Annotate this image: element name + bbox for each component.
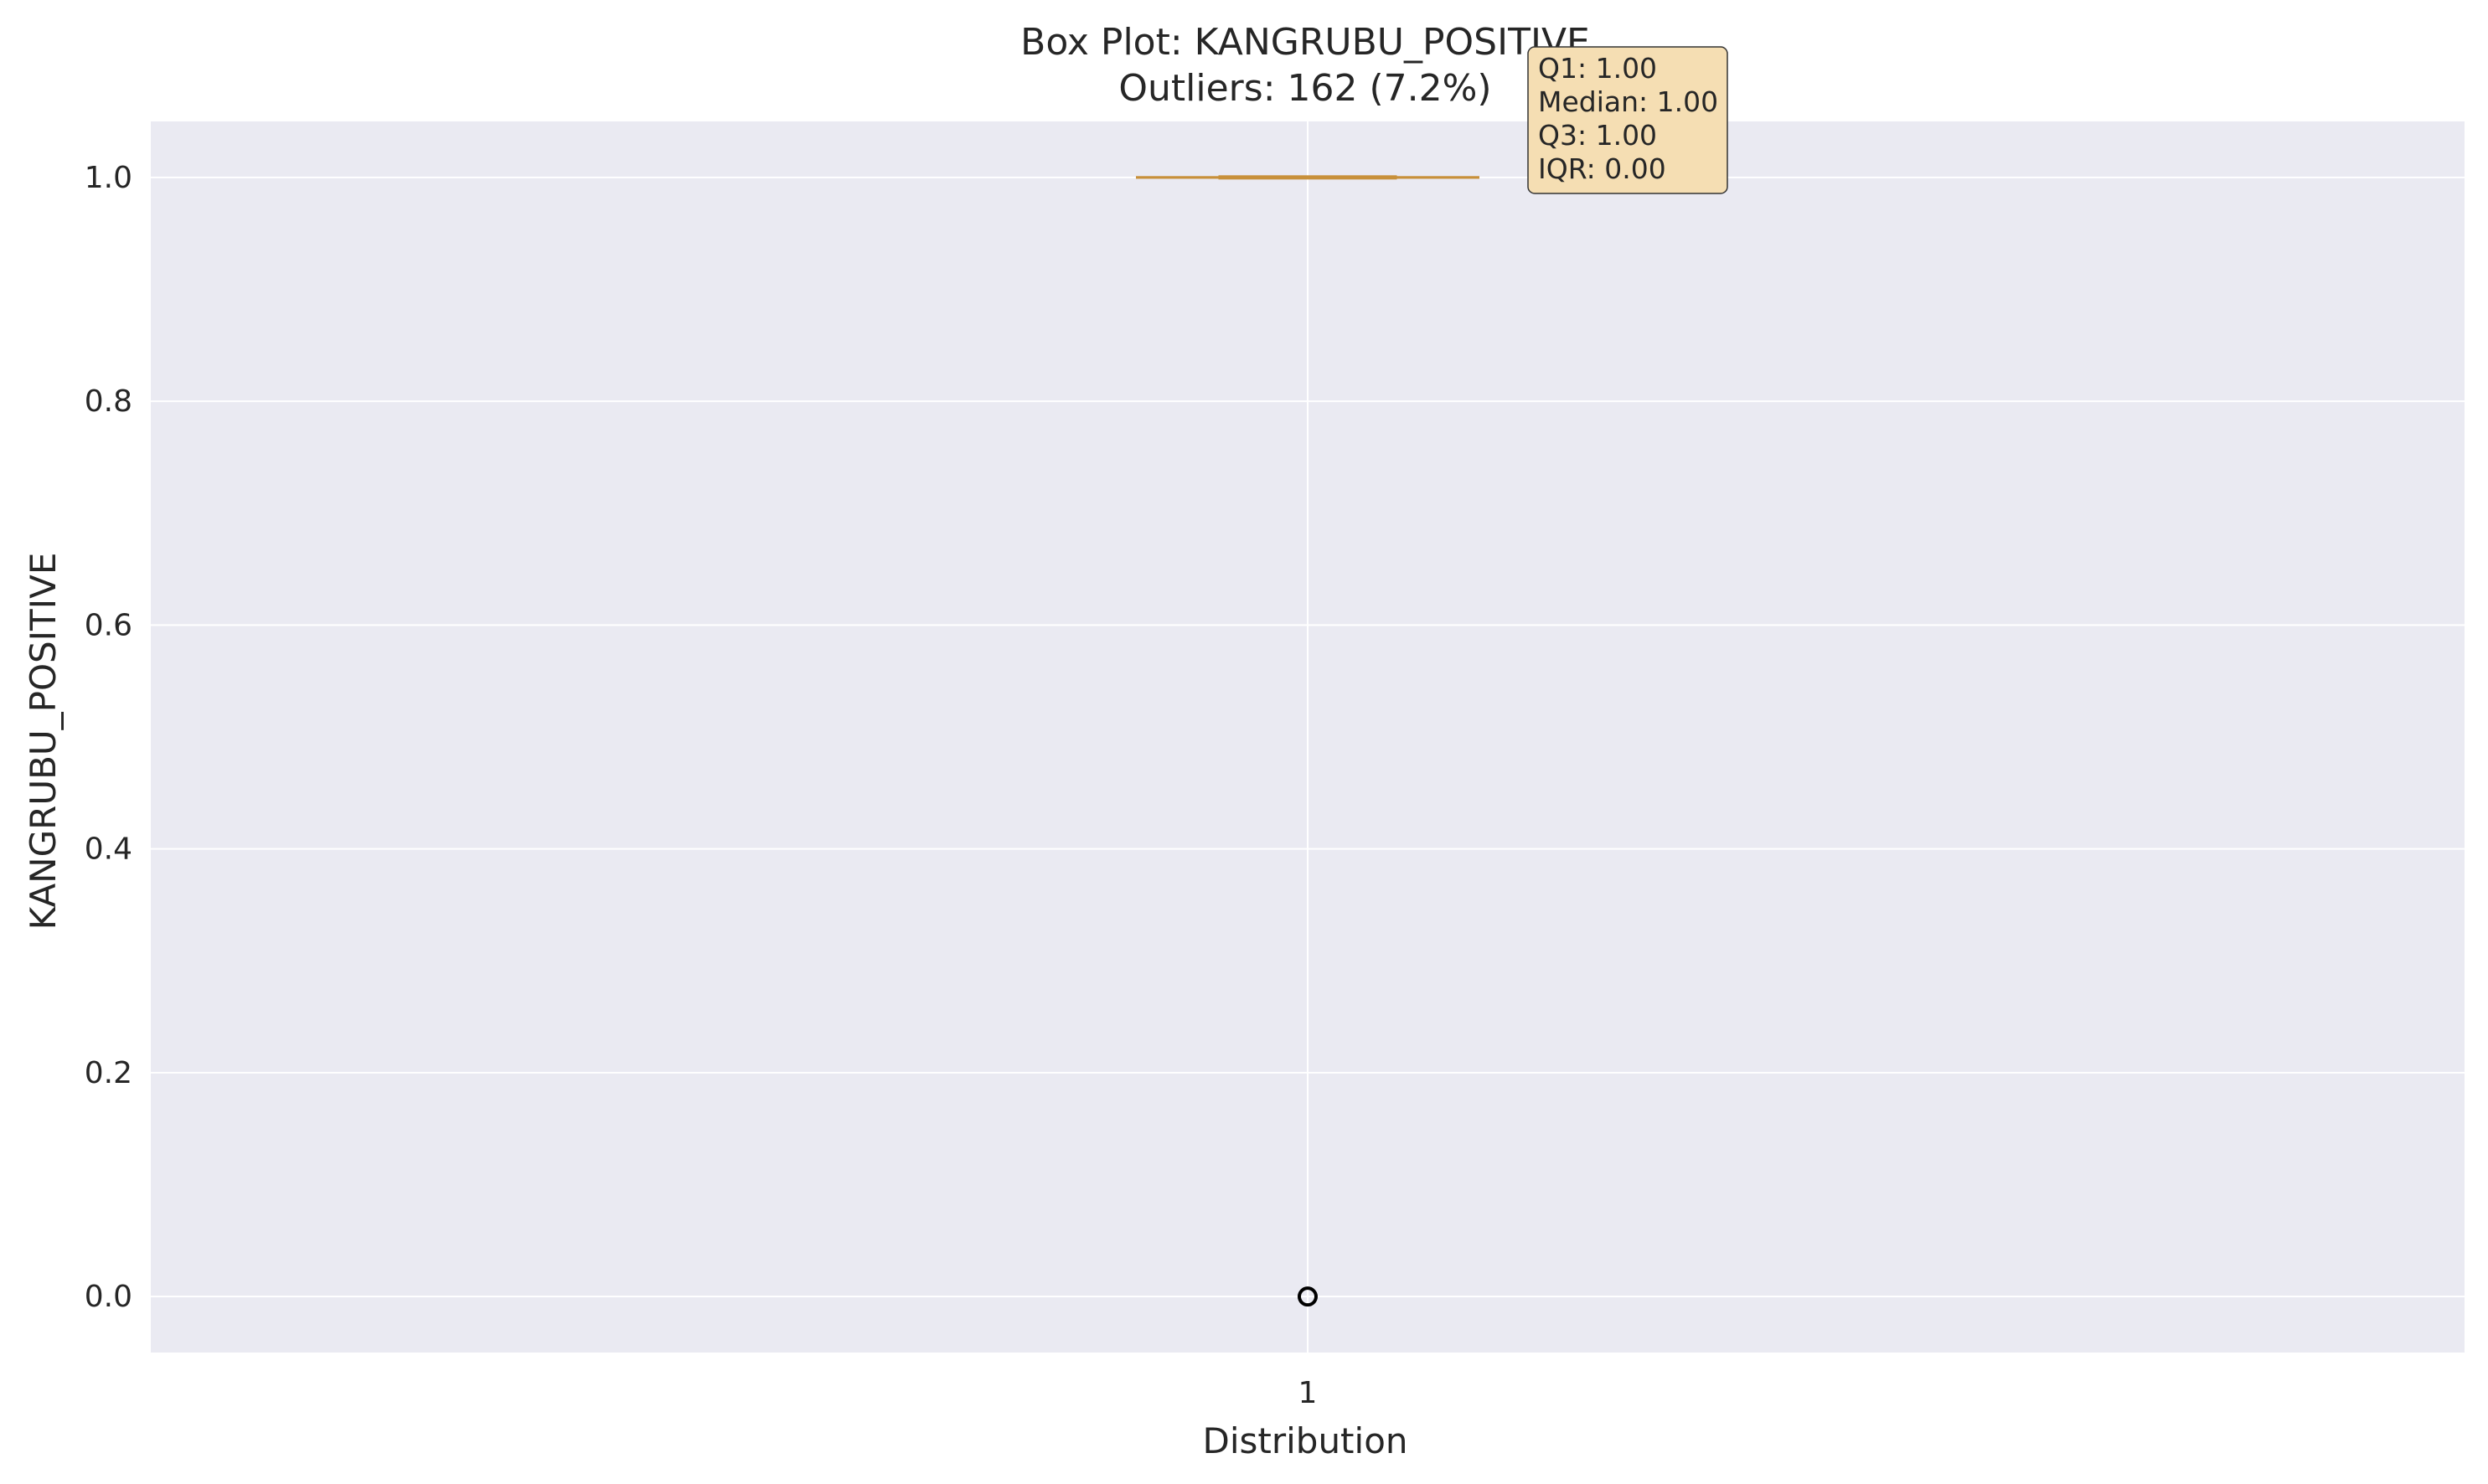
y-tick-label: 0.8 bbox=[85, 384, 132, 419]
stats-iqr: IQR: 0.00 bbox=[1538, 152, 1666, 185]
outlier-points bbox=[1298, 1286, 1318, 1307]
outlier-point bbox=[1298, 1286, 1318, 1307]
y-tick-label: 0.6 bbox=[85, 608, 132, 642]
stats-annotation-box bbox=[1527, 46, 1728, 194]
y-tick-label: 1.0 bbox=[85, 161, 132, 195]
x-tick-label: 1 bbox=[1298, 1376, 1318, 1410]
stats-q1: Q1: 1.00 bbox=[1538, 52, 1657, 85]
x-axis-ticks: 1 bbox=[1298, 1376, 1318, 1410]
stats-median: Median: 1.00 bbox=[1538, 85, 1718, 118]
y-tick-label: 0.0 bbox=[85, 1280, 132, 1314]
y-axis-ticks: 0.0 0.2 0.4 0.6 0.8 1.0 bbox=[85, 161, 132, 1314]
y-tick-label: 0.2 bbox=[85, 1056, 132, 1090]
chart-title-line-2: Outliers: 162 (7.2%) bbox=[1118, 67, 1491, 110]
y-axis-label: KANGRUBU_POSITIVE bbox=[23, 553, 64, 930]
y-tick-label: 0.4 bbox=[85, 832, 132, 867]
chart-title-line-1: Box Plot: KANGRUBU_POSITIVE bbox=[1020, 21, 1590, 64]
x-axis-label: Distribution bbox=[1202, 1420, 1407, 1461]
box-series bbox=[1136, 175, 1479, 180]
stats-annotation: Q1: 1.00 Median: 1.00 Q3: 1.00 IQR: 0.00 bbox=[1527, 46, 1728, 194]
stats-q3: Q3: 1.00 bbox=[1538, 119, 1657, 152]
